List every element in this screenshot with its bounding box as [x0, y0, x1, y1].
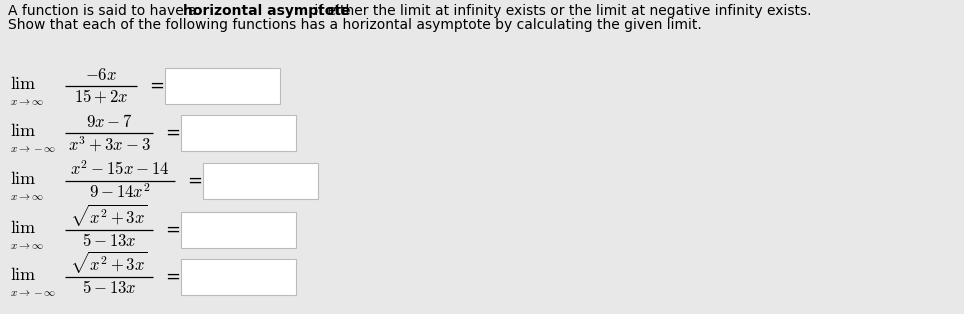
Text: $x^2-15x-14$: $x^2-15x-14$ [70, 160, 170, 179]
Text: $9x-7$: $9x-7$ [86, 113, 132, 131]
Text: $x\to\infty$: $x\to\infty$ [10, 192, 43, 202]
FancyBboxPatch shape [181, 212, 296, 248]
Text: Show that each of the following functions has a horizontal asymptote by calculat: Show that each of the following function… [8, 18, 702, 32]
Text: =: = [165, 268, 180, 286]
Text: $\lim$: $\lim$ [10, 122, 37, 140]
Text: A function is said to have a: A function is said to have a [8, 4, 201, 18]
Text: =: = [165, 221, 180, 239]
Text: horizontal asymptote: horizontal asymptote [183, 4, 351, 18]
Text: $x^3+3x-3$: $x^3+3x-3$ [67, 135, 150, 154]
Text: if either the limit at infinity exists or the limit at negative infinity exists.: if either the limit at infinity exists o… [310, 4, 812, 18]
FancyBboxPatch shape [203, 163, 318, 199]
Text: $x\to\infty$: $x\to\infty$ [10, 241, 43, 251]
Text: $x\to-\infty$: $x\to-\infty$ [10, 288, 56, 298]
Text: $5-13x$: $5-13x$ [82, 279, 136, 297]
Text: $\lim$: $\lim$ [10, 266, 37, 284]
Text: $\lim$: $\lim$ [10, 75, 37, 93]
Text: =: = [165, 124, 180, 142]
Text: $\sqrt{x^2+3x}$: $\sqrt{x^2+3x}$ [70, 249, 147, 275]
FancyBboxPatch shape [181, 115, 296, 151]
FancyBboxPatch shape [181, 259, 296, 295]
Text: =: = [187, 172, 202, 190]
Text: $\lim$: $\lim$ [10, 170, 37, 188]
Text: $9-14x^2$: $9-14x^2$ [89, 183, 151, 202]
FancyBboxPatch shape [165, 68, 280, 104]
Text: $x\to-\infty$: $x\to-\infty$ [10, 144, 56, 154]
Text: $x\to\infty$: $x\to\infty$ [10, 97, 43, 107]
Text: $-6x$: $-6x$ [85, 66, 117, 84]
Text: =: = [149, 77, 164, 95]
Text: $15+2x$: $15+2x$ [73, 88, 128, 106]
Text: $\lim$: $\lim$ [10, 219, 37, 237]
Text: $5-13x$: $5-13x$ [82, 232, 136, 250]
Text: $\sqrt{x^2+3x}$: $\sqrt{x^2+3x}$ [70, 202, 147, 228]
